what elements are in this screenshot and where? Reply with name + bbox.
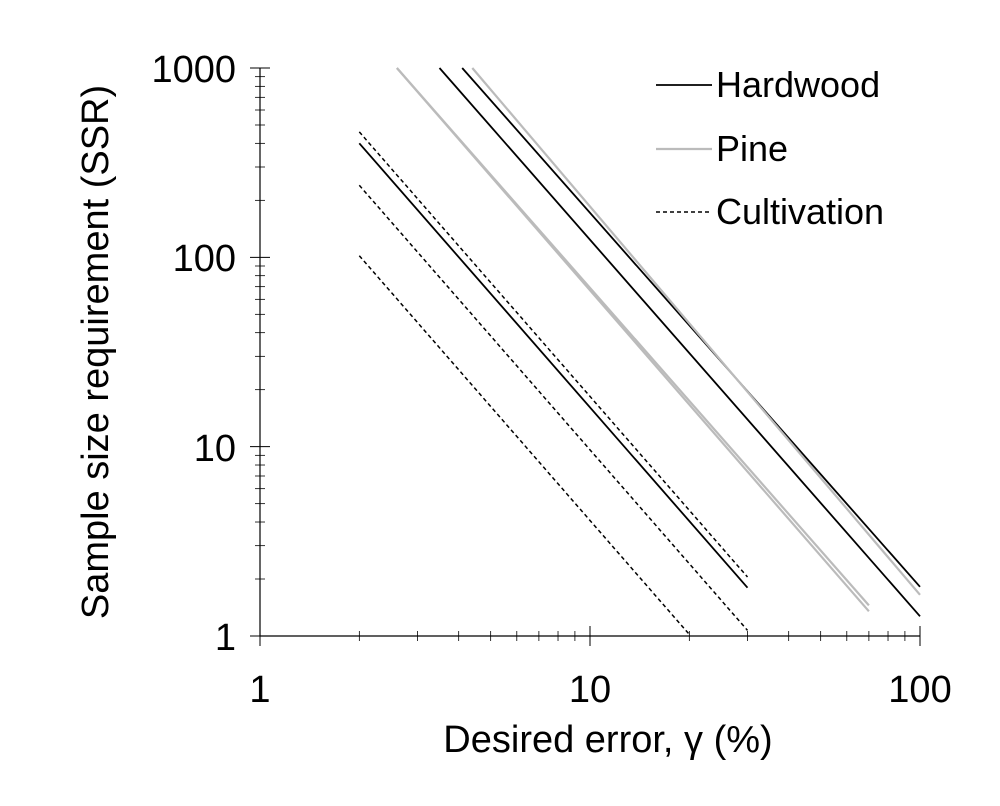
x-tick-labels: 1 10 100 xyxy=(249,669,951,711)
x-axis-title: Desired error, γ (%) xyxy=(443,719,772,761)
y-tick-label-100: 100 xyxy=(173,238,236,280)
minor-ticks xyxy=(255,76,906,641)
y-tick-labels: 1 10 100 1000 xyxy=(151,49,236,659)
x-tick-label-1: 1 xyxy=(249,669,270,711)
series-layer xyxy=(358,67,921,635)
x-tick-label-10: 10 xyxy=(569,669,611,711)
series-line-pine-3 xyxy=(396,67,870,613)
legend-label-pine: Pine xyxy=(716,128,788,169)
series-line-hardwood-1 xyxy=(461,67,921,588)
y-tick-label-1000: 1000 xyxy=(151,49,236,91)
x-tick-label-100: 100 xyxy=(888,669,951,711)
series-line-cultivation-1 xyxy=(358,131,749,578)
legend: Hardwood Pine Cultivation xyxy=(656,64,884,232)
major-ticks xyxy=(250,67,921,646)
series-line-cultivation-2 xyxy=(358,184,749,631)
series-line-cultivation-3 xyxy=(358,255,690,635)
series-line-hardwood-3 xyxy=(358,142,749,589)
series-line-pine-1 xyxy=(471,67,921,596)
y-tick-label-10: 10 xyxy=(194,428,236,470)
y-axis-title: Sample size requirement (SSR) xyxy=(75,85,117,619)
legend-label-hardwood: Hardwood xyxy=(716,64,880,105)
y-tick-label-1: 1 xyxy=(215,617,236,659)
legend-label-cultivation: Cultivation xyxy=(716,191,884,232)
series-line-hardwood-2 xyxy=(438,67,921,617)
